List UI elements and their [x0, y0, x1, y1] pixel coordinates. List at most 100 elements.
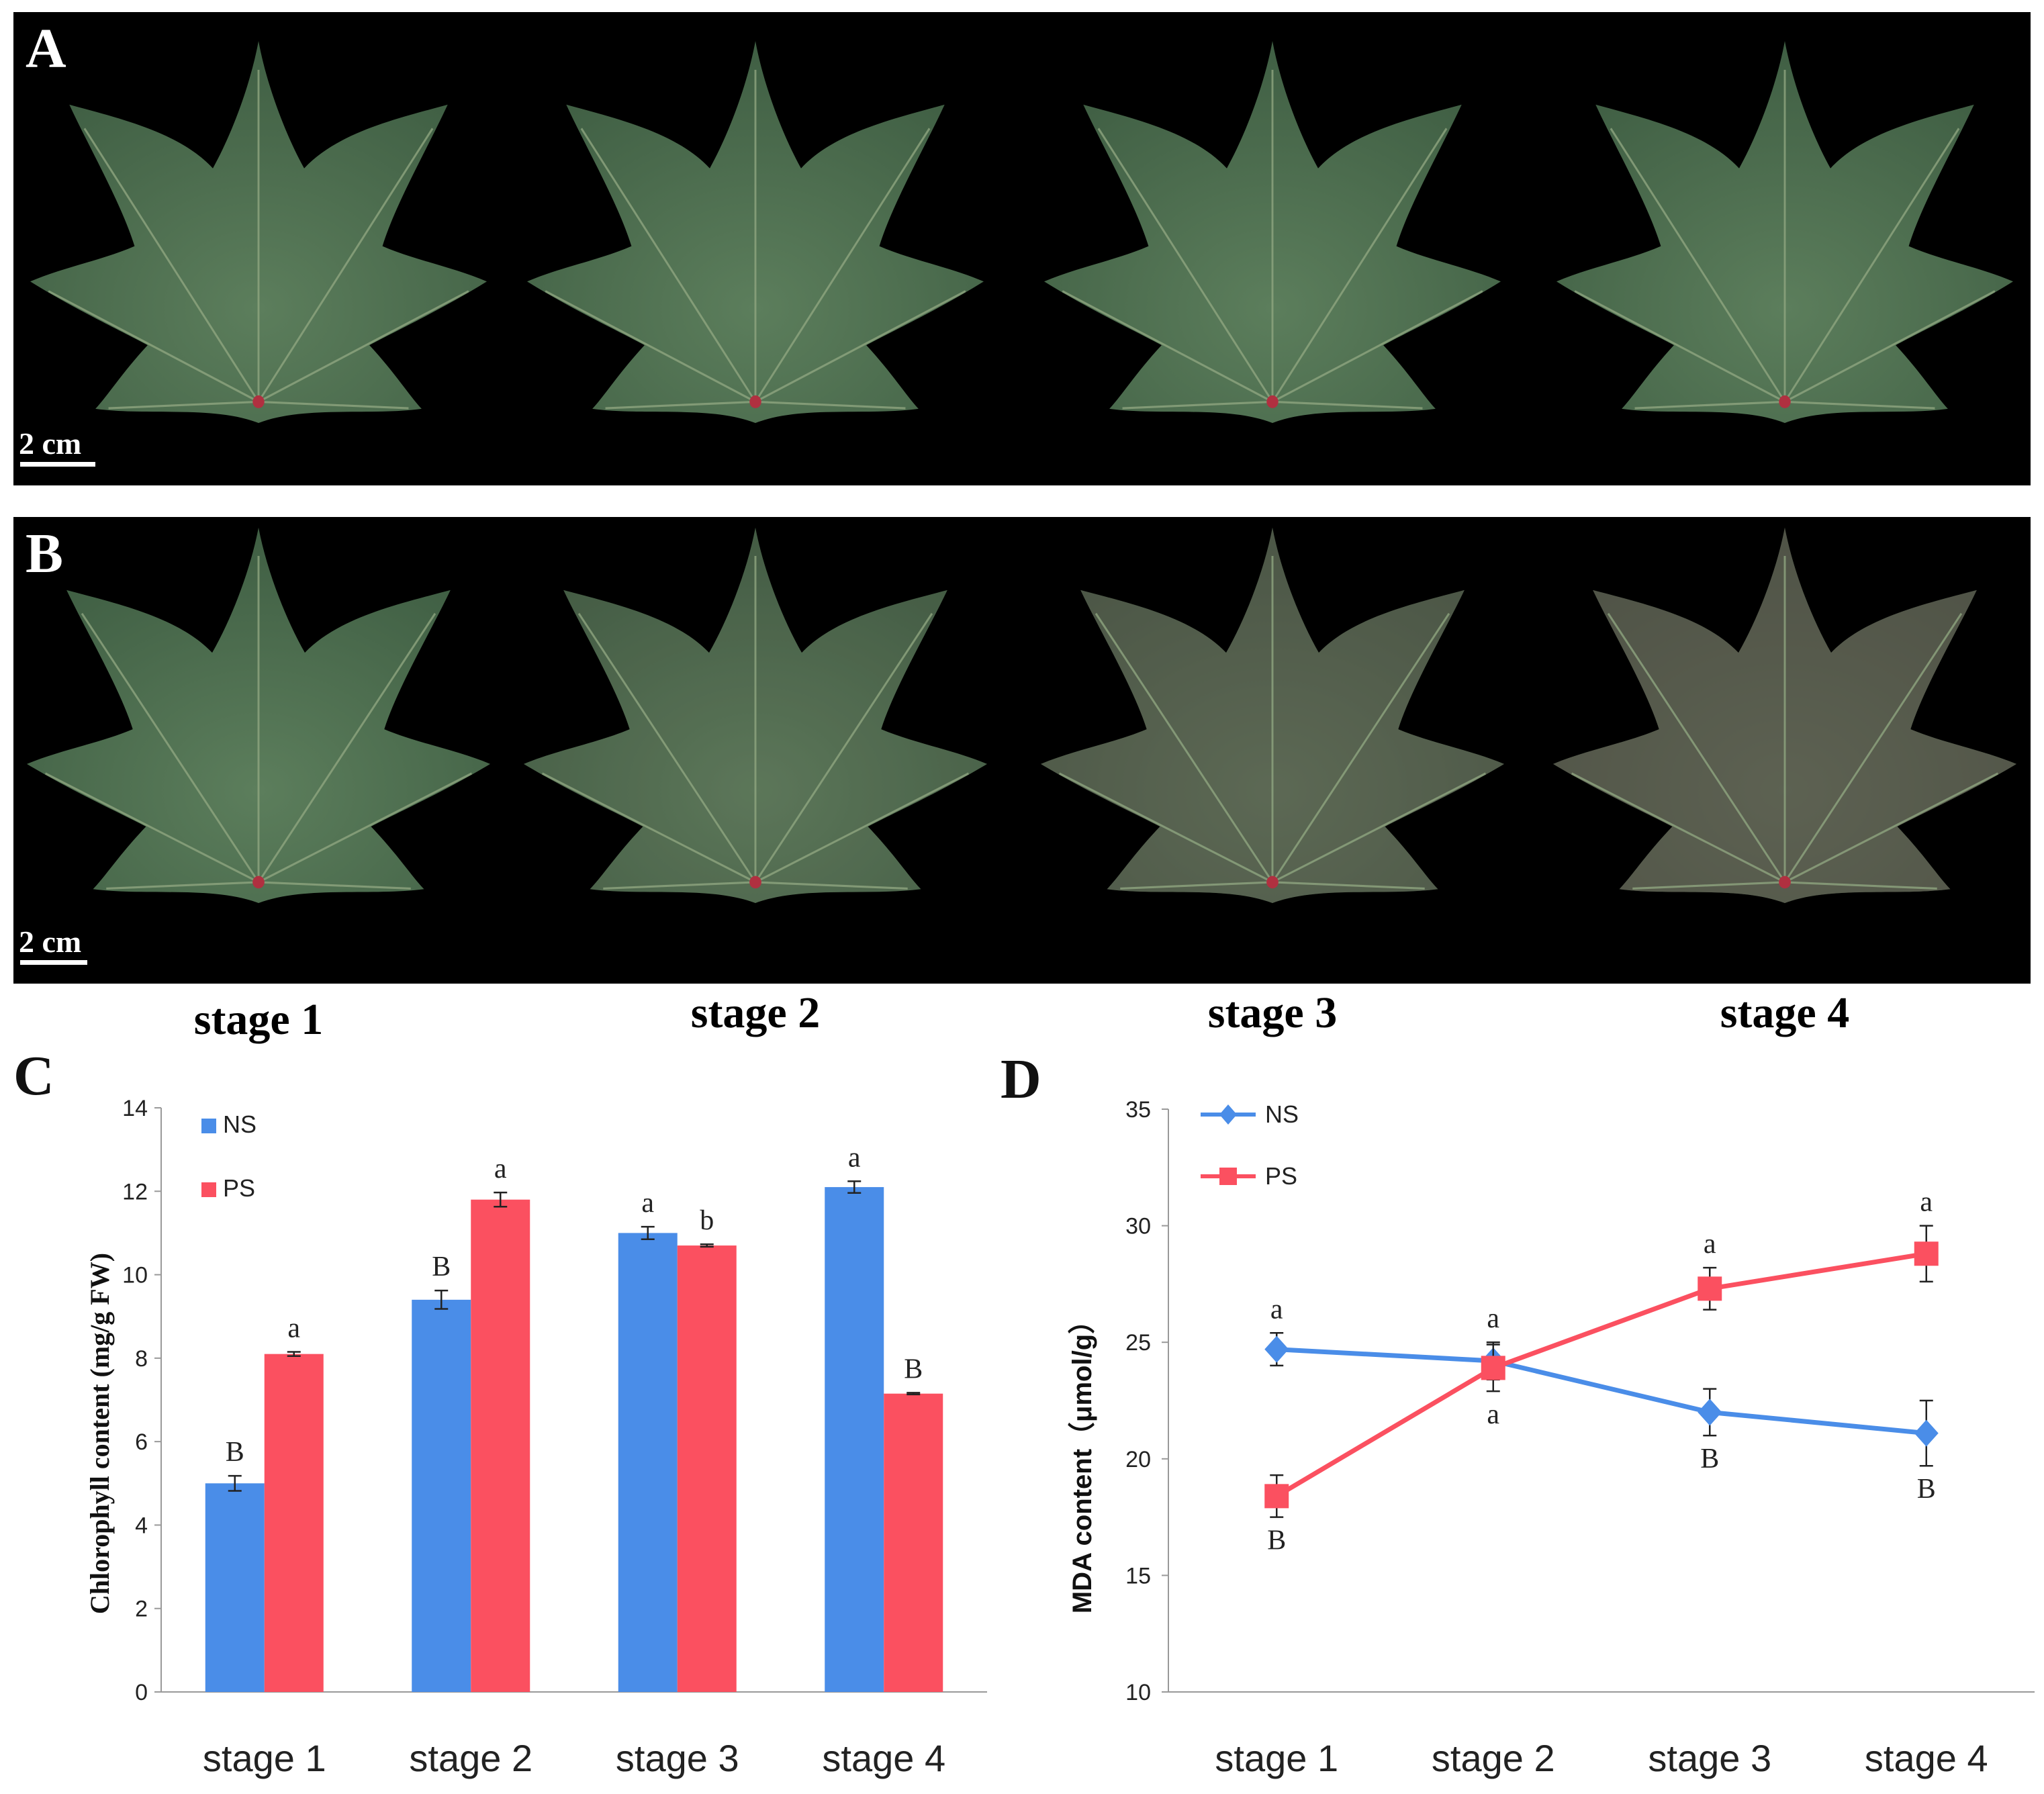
leaf-a-3 — [1044, 41, 1501, 424]
chart-c-sig-letter: a — [287, 1313, 300, 1344]
leaf-vein — [1784, 772, 1999, 884]
leaf-petiole-node — [749, 395, 761, 408]
leaf-vein — [1783, 128, 1960, 403]
chart-c-chlorophyll: 0 2 4 6 8 10 12 14 Ba stage 1 Ba stage 2 a b stage 3 a B… — [122, 1096, 987, 1779]
leaf-vein — [1571, 772, 1785, 884]
leaf-petiole-node — [1779, 395, 1791, 408]
leaf-vein — [258, 400, 409, 410]
chart-c-bar-ps-2 — [471, 1199, 530, 1692]
scale-bar-label-a: 2 cm — [19, 426, 81, 461]
panel-letter-b: B — [26, 522, 63, 585]
chart-c-bar-ps-1 — [264, 1354, 324, 1692]
leaf-petiole-node — [252, 876, 265, 889]
leaf-vein — [44, 772, 259, 884]
chart-c-ytick-label: 12 — [122, 1179, 148, 1205]
chart-d-category-4: stage 4 — [1865, 1737, 1988, 1779]
chart-d-point-ps-1 — [1264, 1484, 1289, 1509]
leaf-petiole-node — [1266, 395, 1279, 408]
chart-c-bar-ns-4 — [825, 1187, 884, 1692]
leaf-vein — [257, 128, 434, 403]
chart-c-sig-letter: b — [700, 1205, 714, 1236]
leaf-vein — [108, 400, 259, 410]
chart-d-category-1: stage 1 — [1215, 1737, 1338, 1779]
chart-c-sig-letter: B — [432, 1252, 451, 1282]
leaf-vein — [755, 400, 906, 410]
chart-d-ytick-label: 30 — [1125, 1214, 1151, 1239]
leaf-vein — [1058, 772, 1273, 884]
leaf-a-4 — [1557, 41, 2013, 424]
scale-bar-label-b: 2 cm — [19, 925, 81, 959]
chart-c-category-3: stage 3 — [616, 1737, 739, 1779]
leaf-vein — [83, 128, 260, 403]
leaf-vein — [1120, 881, 1273, 890]
leaf-vein — [1784, 400, 1935, 410]
chart-c-bar-ns-1 — [205, 1483, 265, 1692]
chart-d-legend-marker-ns — [1219, 1104, 1237, 1125]
leaf-vein — [1122, 400, 1273, 410]
leaf-petiole-node — [749, 876, 761, 889]
leaf-row-b — [27, 527, 2016, 903]
chart-d-ytick-label: 15 — [1125, 1563, 1151, 1589]
leaf-vein — [1574, 290, 1785, 403]
leaf-vein — [1271, 128, 1448, 403]
leaf-vein — [258, 290, 469, 403]
chart-c-ytick-label: 8 — [135, 1346, 148, 1372]
stage-label-photo-1: stage 1 — [194, 995, 323, 1044]
leaf-vein — [258, 772, 473, 884]
chart-d-point-ns-4 — [1914, 1419, 1939, 1447]
leaf-b-4 — [1553, 527, 2016, 903]
chart-c-bar-ps-4 — [884, 1393, 943, 1692]
leaf-vein — [1783, 612, 1963, 883]
leaf-vein — [580, 128, 757, 403]
leaf-vein — [1632, 881, 1785, 890]
chart-d-ytick-label: 10 — [1125, 1680, 1151, 1705]
stage-label-photo-3: stage 3 — [1208, 988, 1337, 1037]
scale-bar-line-a — [20, 462, 95, 467]
leaf-row-a — [30, 41, 2013, 424]
leaf-vein — [48, 290, 259, 403]
leaf-vein — [754, 128, 931, 403]
chart-d-ytick-label: 35 — [1125, 1097, 1151, 1123]
chart-d-sig-letter: a — [1920, 1187, 1933, 1218]
leaf-vein — [755, 881, 908, 890]
leaf-vein — [1097, 128, 1274, 403]
leaf-vein — [1095, 612, 1274, 883]
leaf-vein — [1784, 881, 1937, 890]
leaf-a-2 — [527, 41, 984, 424]
leaf-a-1 — [30, 41, 487, 424]
panel-letter-d: D — [1001, 1048, 1041, 1111]
leaf-vein — [1634, 400, 1785, 410]
chart-d-point-ps-2 — [1481, 1356, 1505, 1380]
chart-c-ytick-label: 6 — [135, 1429, 148, 1455]
chart-d-sig-letter: a — [1487, 1303, 1499, 1334]
chart-d-point-ns-3 — [1698, 1399, 1722, 1426]
chart-d-sig-letter: B — [1917, 1474, 1936, 1505]
leaf-vein — [577, 612, 757, 883]
chart-c-sig-letter: a — [494, 1153, 507, 1184]
leaf-petiole-node — [252, 395, 265, 408]
chart-c-legend-swatch-ps — [201, 1182, 216, 1197]
chart-d-legend-label-ps: PS — [1265, 1162, 1297, 1190]
chart-d-line-ns — [1276, 1347, 1927, 1436]
leaf-vein — [755, 290, 966, 403]
chart-c-sig-letter: B — [904, 1354, 923, 1384]
leaf-b-3 — [1041, 527, 1504, 903]
chart-d-mda: 10 15 20 25 30 35 stage 1 stage 2 stage 3 stage 4… — [1125, 1097, 2035, 1779]
chart-d-legend-marker-ps — [1219, 1168, 1237, 1185]
chart-c-ytick-label: 14 — [122, 1096, 148, 1121]
leaf-vein — [754, 612, 933, 883]
chart-d-point-ps-3 — [1698, 1276, 1722, 1301]
stage-label-photo-4: stage 4 — [1720, 988, 1849, 1037]
leaf-vein — [1062, 290, 1273, 403]
leaf-vein — [545, 290, 756, 403]
chart-d-sig-letter: B — [1267, 1525, 1286, 1556]
leaf-vein — [1271, 612, 1450, 883]
chart-c-category-1: stage 1 — [203, 1737, 326, 1779]
chart-d-sig-letter: B — [1700, 1444, 1719, 1474]
leaf-vein — [81, 612, 260, 883]
chart-c-legend-label-ps: PS — [223, 1174, 255, 1202]
leaf-vein — [1784, 290, 1996, 403]
stage-label-photo-2: stage 2 — [691, 988, 820, 1037]
scale-bar-b: 2 cm — [19, 925, 87, 965]
